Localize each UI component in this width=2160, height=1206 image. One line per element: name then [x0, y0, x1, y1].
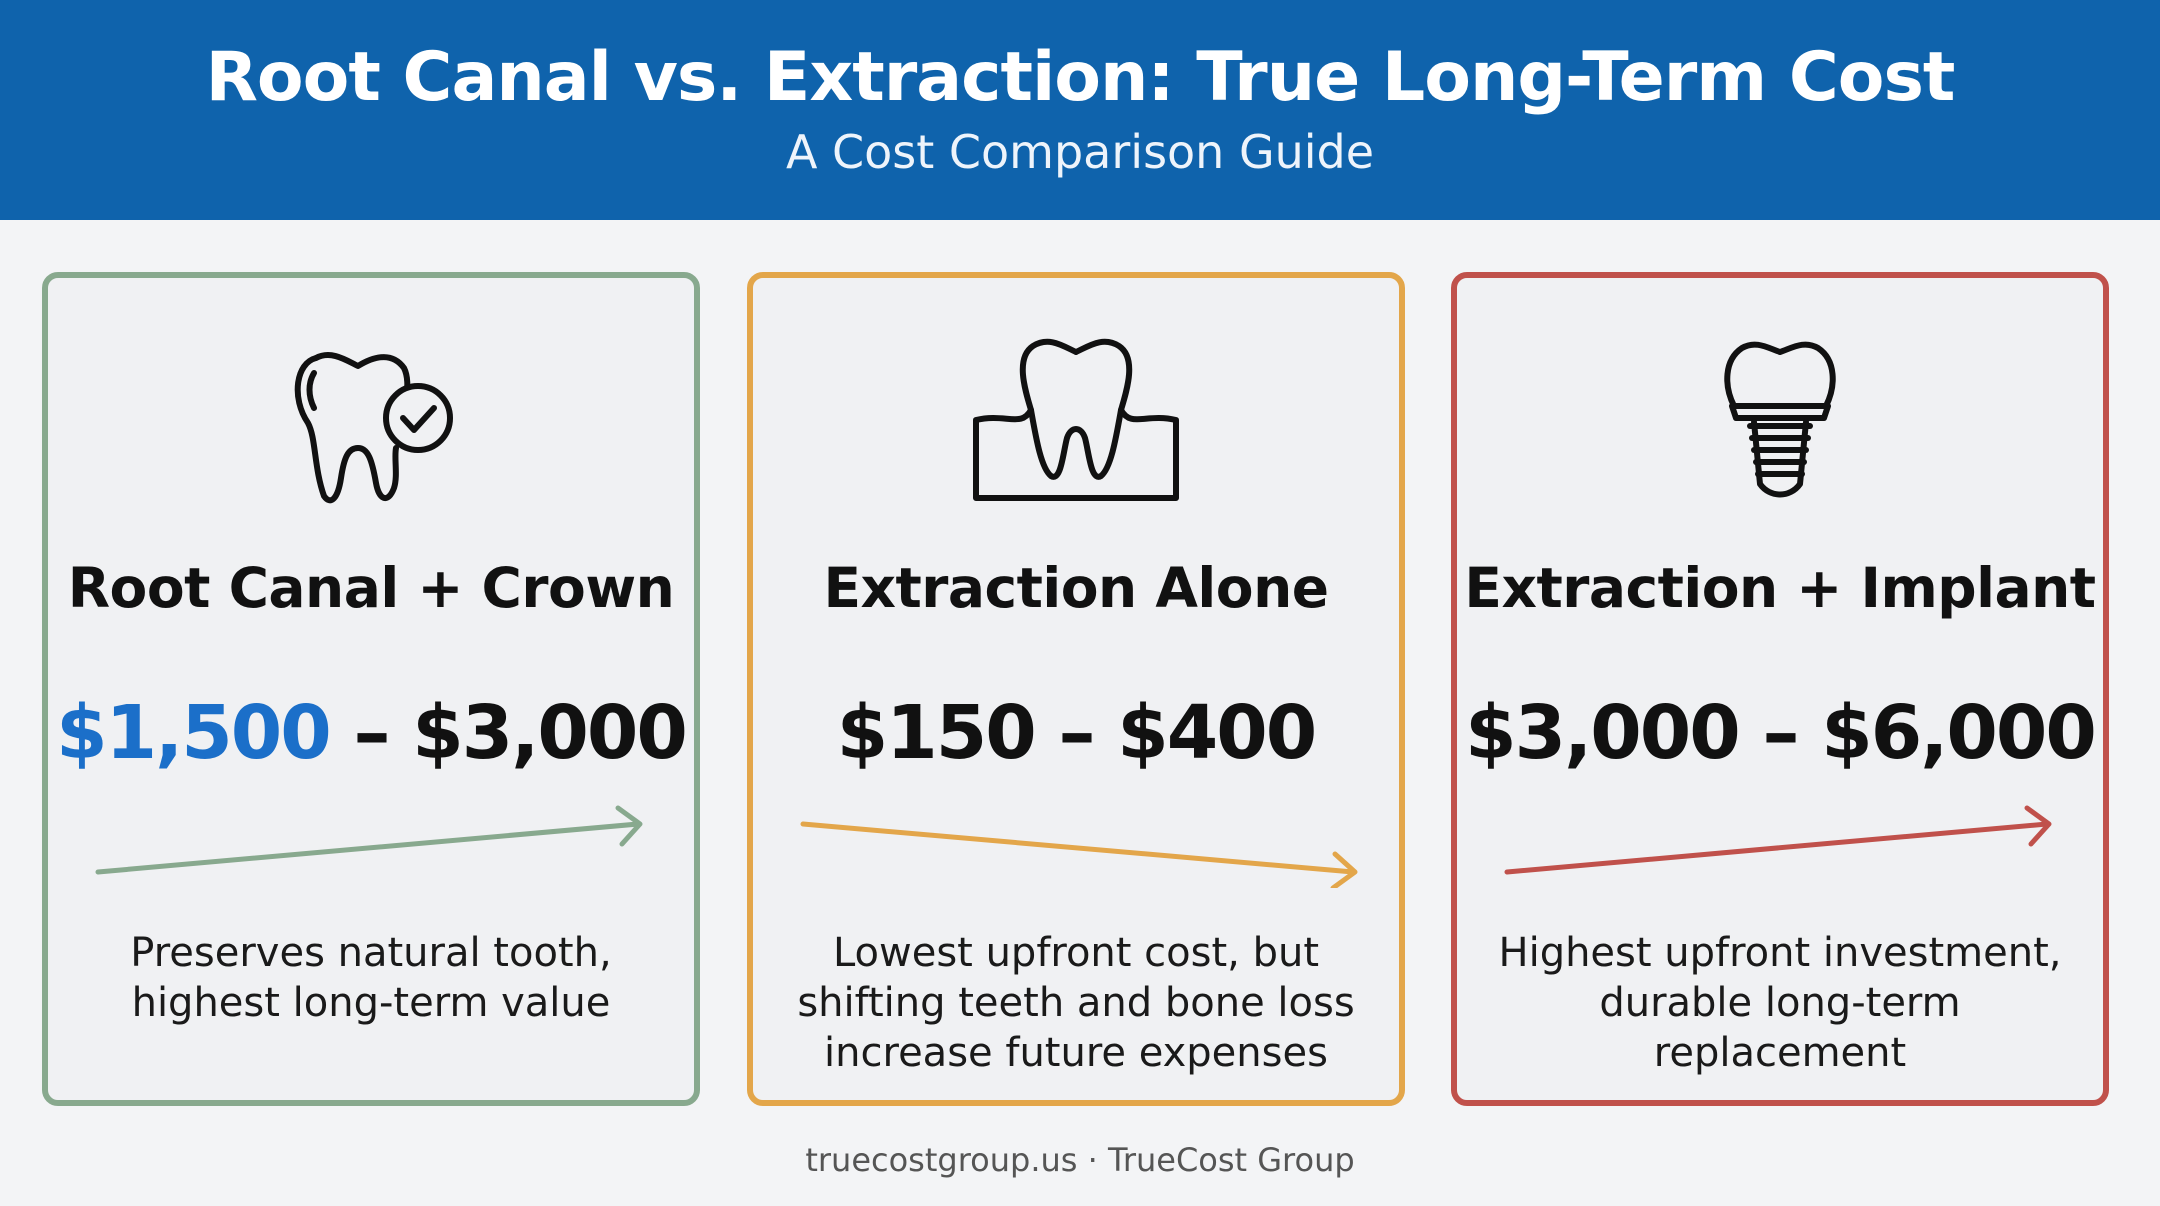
- card-title: Root Canal + Crown: [67, 556, 675, 620]
- card-root-canal: Root Canal + Crown $1,500 – $3,000 Prese…: [42, 272, 700, 1106]
- price-low: $150: [836, 690, 1037, 776]
- card-description: Lowest upfront cost, but shifting teeth …: [797, 930, 1355, 1076]
- trend-up-arrow-icon: [1504, 805, 2052, 875]
- dental-implant-icon: [1457, 338, 2103, 508]
- header-banner: Root Canal vs. Extraction: True Long-Ter…: [0, 0, 2160, 220]
- card-title: Extraction + Implant: [1464, 556, 2096, 620]
- card-description: Preserves natural tooth, highest long-te…: [130, 930, 612, 1026]
- footer-attribution: truecostgroup.us · TrueCost Group: [805, 1141, 1355, 1179]
- card-extraction-alone: Extraction Alone $150 – $400 Lowest upfr…: [747, 272, 1405, 1106]
- page-title: Root Canal vs. Extraction: True Long-Ter…: [205, 38, 1956, 117]
- card-description: Highest upfront investment, durable long…: [1498, 930, 2062, 1076]
- price-high: $6,000: [1821, 690, 2097, 776]
- price-separator: –: [329, 690, 413, 776]
- price-high: $3,000: [412, 690, 688, 776]
- price-low: $3,000: [1465, 690, 1741, 776]
- price-separator: –: [1738, 690, 1822, 776]
- price-range: $3,000 – $6,000: [1457, 688, 2103, 778]
- price-high: $400: [1117, 690, 1317, 776]
- price-separator: –: [1034, 690, 1118, 776]
- trend-up-arrow-icon: [95, 805, 643, 875]
- price-range: $150 – $400: [753, 688, 1399, 778]
- card-extraction-implant: Extraction + Implant $3,000 – $6,000 Hig…: [1451, 272, 2109, 1106]
- trend-down-arrow-icon: [800, 821, 1358, 888]
- tooth-check-icon: [48, 338, 694, 508]
- tooth-gum-icon: [753, 338, 1399, 508]
- page-subtitle: A Cost Comparison Guide: [785, 125, 1375, 179]
- card-title: Extraction Alone: [823, 556, 1329, 620]
- price-range: $1,500 – $3,000: [48, 688, 694, 778]
- price-low: $1,500: [56, 690, 332, 776]
